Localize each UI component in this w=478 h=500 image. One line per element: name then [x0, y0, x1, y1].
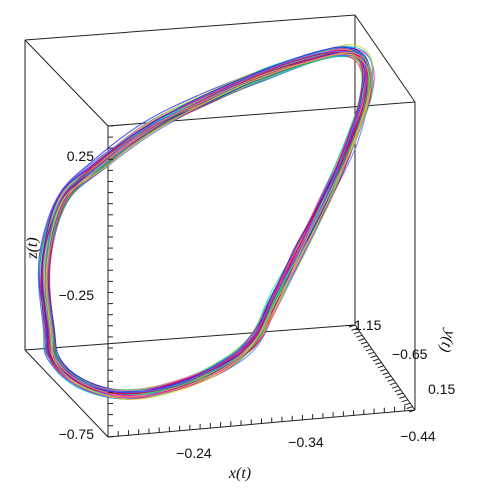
- y-tick: [360, 341, 368, 345]
- trajectory-line: [47, 51, 370, 393]
- y-tick: [365, 348, 372, 352]
- y-tick: [408, 409, 416, 413]
- y-tick: [389, 382, 396, 386]
- box-edge: [354, 14, 416, 103]
- trajectory-curves: [37, 44, 375, 400]
- y-tick: [394, 389, 401, 393]
- box-edge: [24, 324, 356, 351]
- trajectory-line: [41, 46, 367, 394]
- z-tick-label: −0.25: [59, 287, 95, 303]
- y-tick: [375, 361, 382, 365]
- box-edge: [24, 349, 109, 438]
- box-edge: [354, 324, 416, 411]
- z-tick-label: −0.75: [59, 426, 95, 442]
- y-tick: [377, 365, 384, 369]
- y-tick: [363, 344, 370, 348]
- y-tick-label: −0.65: [392, 346, 428, 362]
- y-tick: [392, 385, 399, 389]
- trajectory-line: [47, 54, 369, 394]
- y-tick: [380, 368, 387, 372]
- y-tick: [404, 402, 411, 406]
- y-tick: [399, 395, 406, 399]
- y-tick: [384, 375, 392, 379]
- y-tick-label: 0.15: [428, 381, 455, 397]
- box-edge: [24, 39, 109, 127]
- trajectory-line: [47, 55, 371, 397]
- y-tick: [372, 358, 380, 362]
- trajectory-line: [46, 53, 374, 399]
- y-tick: [387, 378, 394, 382]
- trajectory-line: [45, 53, 370, 400]
- z-tick-label: 0.25: [67, 148, 94, 164]
- y-tick: [401, 399, 408, 403]
- y-tick-label: −1.15: [346, 317, 382, 333]
- trajectory-line: [44, 54, 370, 398]
- z-axis-label: z(t): [24, 237, 41, 259]
- y-tick: [356, 334, 363, 338]
- trajectory-line: [40, 50, 368, 395]
- trajectory-line: [41, 49, 367, 394]
- trajectory-line: [44, 50, 367, 393]
- trajectory-line: [43, 48, 368, 392]
- x-tick-label: −0.44: [400, 428, 436, 444]
- y-tick: [353, 331, 360, 335]
- y-tick: [406, 406, 413, 410]
- y-tick: [358, 338, 365, 342]
- y-tick: [370, 355, 377, 359]
- y-tick: [382, 372, 389, 376]
- y-tick: [351, 327, 358, 331]
- y-tick: [396, 392, 404, 396]
- x-tick-label: −0.24: [176, 445, 212, 461]
- x-tick-label: −0.34: [288, 434, 324, 450]
- y-tick: [368, 351, 375, 355]
- trajectory-line: [47, 55, 372, 398]
- y-tick: [348, 324, 356, 328]
- box-edge: [24, 14, 356, 41]
- y-axis-label: y(t): [436, 326, 459, 354]
- axis-ticks: [107, 125, 416, 438]
- x-axis-label: x(t): [228, 465, 251, 482]
- trajectory-line: [49, 52, 372, 398]
- trajectory-line: [46, 51, 372, 398]
- trajectory-line: [42, 53, 370, 399]
